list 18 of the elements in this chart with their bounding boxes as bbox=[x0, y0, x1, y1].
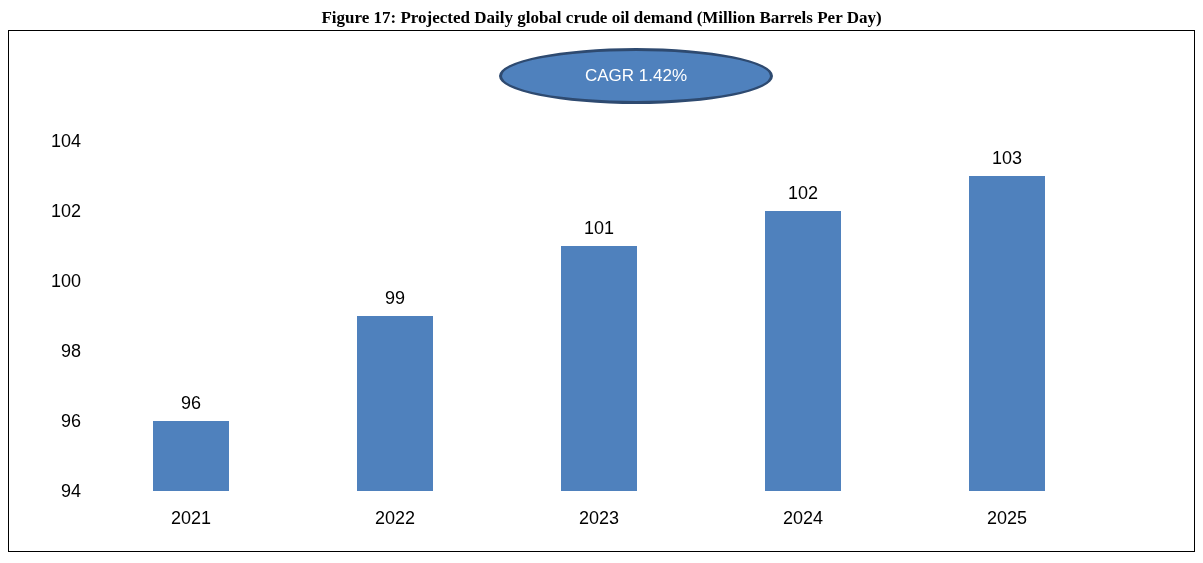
data-label: 103 bbox=[991, 148, 1023, 168]
y-tick-label: 98 bbox=[60, 341, 81, 362]
y-tick-label: 96 bbox=[60, 411, 81, 432]
y-tick-label: 102 bbox=[50, 201, 81, 222]
x-tick-label: 2023 bbox=[578, 507, 620, 528]
data-label: 101 bbox=[583, 218, 615, 238]
x-tick-label: 2025 bbox=[986, 507, 1028, 528]
data-label: 99 bbox=[384, 288, 406, 308]
x-tick-label: 2021 bbox=[170, 507, 212, 528]
y-tick-label: 100 bbox=[50, 271, 81, 292]
oval-badge: CAGR 1.42% bbox=[499, 48, 773, 104]
y-tick-label: 94 bbox=[60, 481, 81, 502]
data-label: 102 bbox=[787, 183, 819, 203]
x-tick-label: 2024 bbox=[782, 507, 824, 528]
data-label: 96 bbox=[180, 393, 202, 413]
x-tick-label: 2022 bbox=[374, 507, 416, 528]
chart-title: Figure 17: Projected Daily global crude oil demand (Million Barrels Per Day) bbox=[320, 8, 883, 29]
y-tick-label: 104 bbox=[50, 131, 81, 152]
